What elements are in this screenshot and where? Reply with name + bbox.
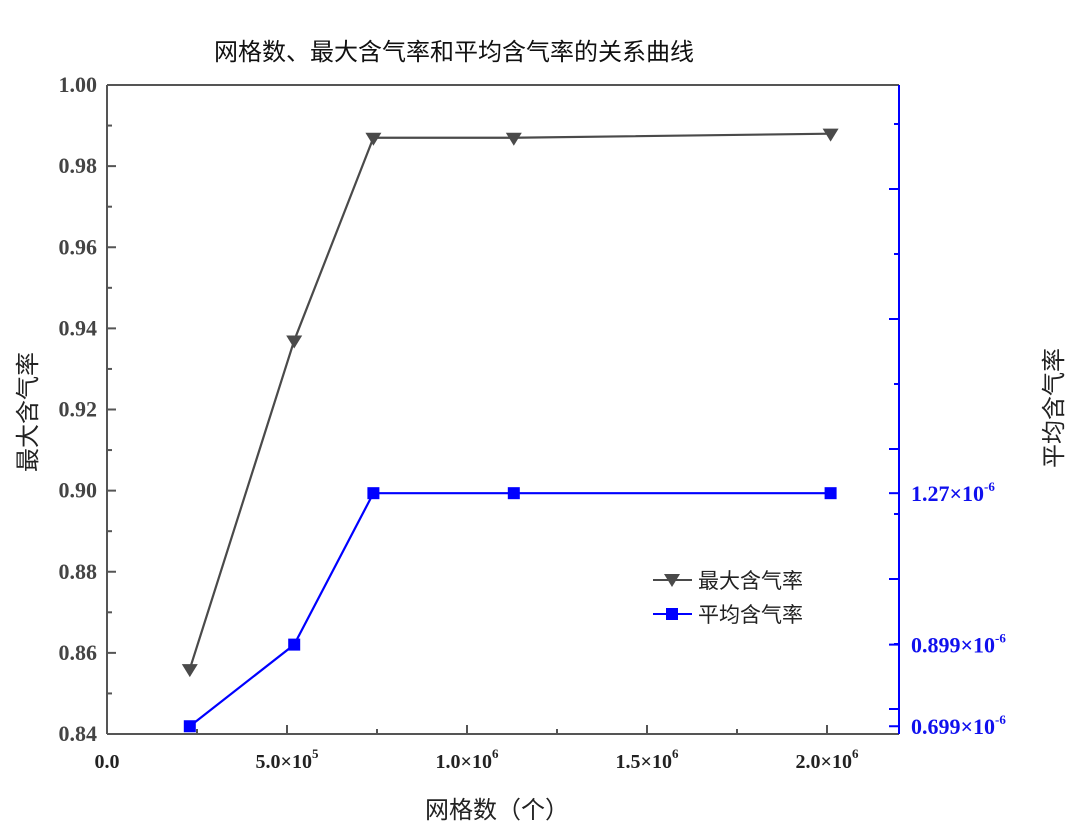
- x-tick-label: 0.0: [95, 751, 120, 773]
- data-point-square: [824, 487, 837, 500]
- legend-label-max: 最大含气率: [698, 569, 803, 593]
- y-left-tick-label: 0.98: [59, 153, 98, 178]
- x-tick-label: 2.0×106: [796, 746, 859, 773]
- series-layer: [181, 128, 839, 733]
- y-left-tick-label: 0.88: [59, 559, 98, 584]
- y-axis-right-ticks: 0.699×10-6 0.899×10-6 1.27×10-6: [889, 123, 1006, 739]
- data-point-triangle: [181, 664, 198, 678]
- data-point-square: [288, 638, 301, 651]
- y-left-tick-label: 0.90: [59, 478, 98, 503]
- x-tick-label: 1.5×106: [616, 746, 679, 773]
- x-axis-title: 网格数（个）: [425, 796, 569, 824]
- data-point-square: [507, 487, 520, 500]
- x-axis-ticks: 0.0 5.0×105 1.0×106 1.5×106 2.0×106: [95, 725, 859, 773]
- chart-title: 网格数、最大含气率和平均含气率的关系曲线: [214, 38, 694, 66]
- axes: [106, 84, 900, 735]
- y-right-tick-label: 1.27×10-6: [911, 479, 995, 506]
- legend-item-avg: 平均含气率: [653, 603, 803, 627]
- y-axis-left-ticks: 0.84 0.86 0.88 0.90 0.92 0.94 0.96 0.98 1.00: [59, 72, 116, 746]
- legend-marker-triangle: [664, 574, 680, 587]
- x-tick-label: 1.0×106: [436, 746, 499, 773]
- data-point-square: [367, 487, 380, 500]
- y-left-tick-label: 0.96: [59, 234, 98, 259]
- y-axis-right-title: 平均含气率: [1040, 348, 1068, 468]
- y-left-tick-label: 0.92: [59, 397, 98, 422]
- y-left-tick-label: 0.86: [59, 640, 98, 665]
- legend-label-avg: 平均含气率: [698, 603, 803, 627]
- y-right-tick-label: 0.899×10-6: [911, 631, 1006, 658]
- y-left-tick-label: 1.00: [59, 72, 98, 97]
- data-point-triangle: [365, 132, 382, 146]
- y-left-tick-label: 0.84: [59, 721, 98, 746]
- data-point-square: [183, 720, 196, 733]
- y-right-tick-label: 0.699×10-6: [911, 712, 1006, 739]
- y-left-tick-label: 0.94: [59, 315, 98, 340]
- data-point-triangle: [286, 335, 303, 349]
- data-point-triangle: [822, 128, 839, 142]
- legend: 最大含气率 平均含气率: [653, 569, 803, 627]
- data-point-triangle: [505, 132, 522, 146]
- legend-item-max: 最大含气率: [653, 569, 803, 593]
- x-tick-label: 5.0×105: [256, 746, 319, 773]
- legend-marker-square: [666, 608, 678, 620]
- y-axis-left-title: 最大含气率: [14, 352, 42, 472]
